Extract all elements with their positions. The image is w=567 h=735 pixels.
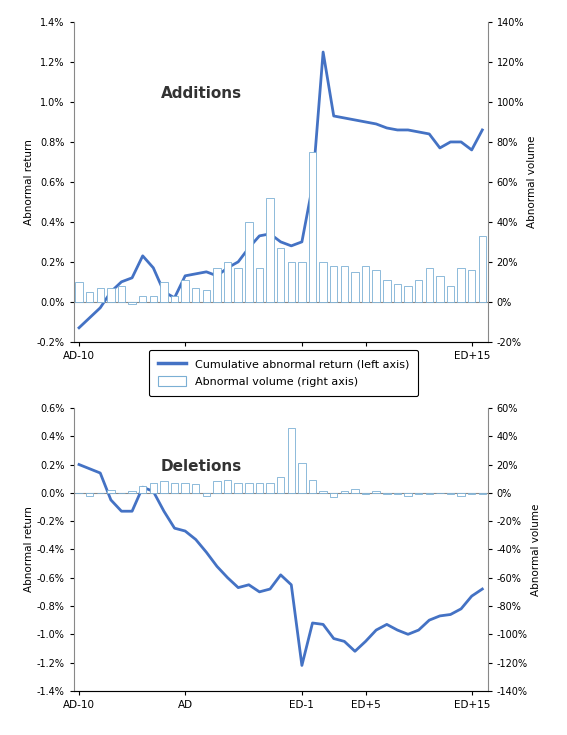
Bar: [362, 266, 369, 302]
Bar: [235, 268, 242, 302]
Bar: [298, 463, 306, 493]
Bar: [319, 262, 327, 302]
Bar: [266, 198, 274, 302]
Bar: [458, 493, 465, 495]
Bar: [213, 481, 221, 493]
Bar: [415, 280, 422, 302]
Bar: [447, 493, 454, 494]
Bar: [383, 280, 391, 302]
Bar: [171, 295, 178, 302]
Bar: [86, 493, 94, 495]
Bar: [224, 480, 231, 493]
Bar: [181, 483, 189, 493]
Bar: [128, 302, 136, 304]
Bar: [479, 493, 486, 494]
Y-axis label: Abnormal volume: Abnormal volume: [531, 503, 540, 595]
Y-axis label: Abnormal volume: Abnormal volume: [527, 136, 537, 228]
Bar: [277, 248, 285, 302]
Bar: [235, 483, 242, 493]
Bar: [425, 268, 433, 302]
Bar: [139, 486, 146, 493]
Bar: [468, 493, 475, 494]
Bar: [458, 268, 465, 302]
Bar: [213, 268, 221, 302]
Bar: [107, 490, 115, 493]
Bar: [351, 489, 359, 493]
Bar: [202, 290, 210, 302]
Bar: [341, 266, 348, 302]
Bar: [309, 480, 316, 493]
Bar: [393, 493, 401, 494]
Bar: [277, 477, 285, 493]
Bar: [75, 282, 83, 302]
Bar: [202, 493, 210, 495]
Bar: [468, 270, 475, 302]
Bar: [436, 276, 443, 302]
Bar: [425, 493, 433, 494]
Bar: [447, 286, 454, 302]
Bar: [298, 262, 306, 302]
Bar: [139, 295, 146, 302]
Bar: [266, 483, 274, 493]
Y-axis label: Abnormal return: Abnormal return: [24, 139, 34, 225]
Bar: [287, 262, 295, 302]
Bar: [383, 493, 391, 494]
Bar: [404, 493, 412, 495]
Text: Additions: Additions: [160, 86, 242, 101]
Bar: [107, 288, 115, 302]
Bar: [86, 292, 94, 302]
Text: Deletions: Deletions: [160, 459, 242, 474]
Legend: Cumulative abnormal return (left axis), Abnormal volume (right axis): Cumulative abnormal return (left axis), …: [149, 350, 418, 396]
Bar: [150, 295, 157, 302]
Bar: [160, 481, 168, 493]
Bar: [415, 493, 422, 494]
Bar: [373, 270, 380, 302]
Bar: [330, 266, 337, 302]
Bar: [351, 272, 359, 302]
Bar: [319, 492, 327, 493]
Bar: [256, 483, 263, 493]
Bar: [150, 483, 157, 493]
Bar: [118, 286, 125, 302]
Bar: [96, 288, 104, 302]
Bar: [393, 284, 401, 302]
Bar: [181, 280, 189, 302]
Bar: [192, 288, 200, 302]
Bar: [171, 483, 178, 493]
Bar: [192, 484, 200, 493]
Bar: [330, 493, 337, 497]
Bar: [404, 286, 412, 302]
Bar: [287, 428, 295, 493]
Bar: [479, 236, 486, 302]
Bar: [362, 493, 369, 494]
Bar: [224, 262, 231, 302]
Bar: [373, 492, 380, 493]
Bar: [245, 483, 252, 493]
Y-axis label: Abnormal return: Abnormal return: [24, 506, 34, 592]
Bar: [256, 268, 263, 302]
Bar: [128, 492, 136, 493]
Bar: [160, 282, 168, 302]
Bar: [309, 152, 316, 302]
Bar: [245, 222, 252, 302]
Bar: [341, 492, 348, 493]
